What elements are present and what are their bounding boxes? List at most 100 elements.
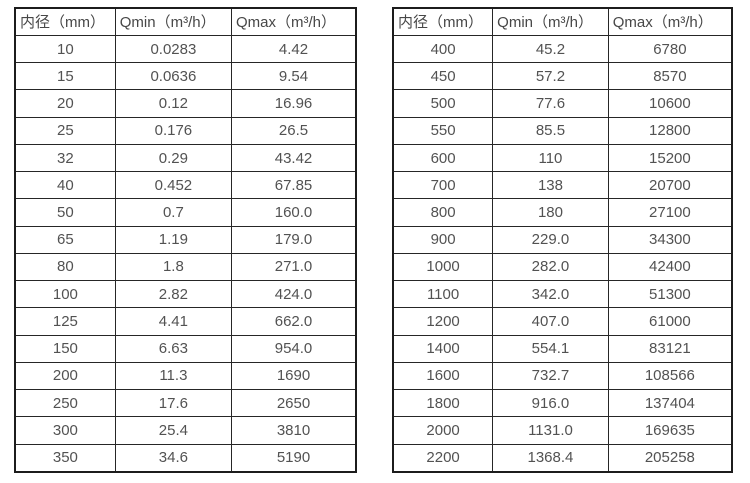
cell-diameter: 2000 [392,416,494,445]
cell-qmax: 9.54 [231,62,357,91]
cell-qmax: 6780 [607,34,733,64]
table-row: 2200 1368.4 205258 [392,443,733,473]
cell-diameter: 125 [14,307,116,336]
table-row: 550 85.5 12800 [392,116,733,145]
cell-diameter: 1000 [392,252,494,282]
table-row: 125 4.41 662.0 [14,307,357,336]
cell-qmin: 180 [492,198,609,227]
cell-qmax: 1690 [231,361,357,391]
cell-diameter: 900 [392,225,494,254]
cell-qmax: 108566 [607,361,733,391]
column-header-diameter: 内径（mm） [392,7,494,36]
cell-diameter: 700 [392,171,494,200]
cell-diameter: 1100 [392,280,494,309]
cell-qmax: 160.0 [231,198,357,227]
table-row: 80 1.8 271.0 [14,252,357,282]
table-row: 800 180 27100 [392,198,733,227]
flow-spec-table-right: 内径（mm） Qmin（m³/h） Qmax（m³/h） 400 45.2 6780… [392,7,733,473]
table-row: 10 0.0283 4.42 [14,34,357,64]
flow-spec-table-left: 内径（mm） Qmin（m³/h） Qmax（m³/h） 10 0.0283 4.4… [14,7,357,473]
cell-diameter: 50 [14,198,116,227]
table-row: 500 77.6 10600 [392,89,733,118]
cell-diameter: 200 [14,361,116,391]
cell-qmin: 0.0636 [114,62,233,91]
cell-qmin: 1.8 [114,252,233,282]
cell-qmin: 229.0 [492,225,609,254]
cell-qmin: 85.5 [492,116,609,145]
cell-diameter: 150 [14,334,116,363]
cell-qmin: 407.0 [492,307,609,336]
cell-diameter: 1400 [392,334,494,363]
table-body-left: 10 0.0283 4.42 15 0.0636 9.54 20 0.12 16.96 25 0.1… [14,34,357,473]
table-body-right: 400 45.2 6780 450 57.2 8570 500 77.6 10600 550 85.… [392,34,733,473]
cell-qmin: 138 [492,171,609,200]
cell-diameter: 65 [14,225,116,254]
cell-qmax: 10600 [607,89,733,118]
cell-diameter: 1600 [392,361,494,391]
cell-qmin: 0.176 [114,116,233,145]
cell-diameter: 32 [14,143,116,173]
cell-diameter: 20 [14,89,116,118]
table-row: 450 57.2 8570 [392,62,733,91]
cell-diameter: 100 [14,280,116,309]
table-row: 300 25.4 3810 [14,416,357,445]
cell-diameter: 400 [392,34,494,64]
cell-qmin: 45.2 [492,34,609,64]
table-row: 1100 342.0 51300 [392,280,733,309]
table-row: 1000 282.0 42400 [392,252,733,282]
cell-qmax: 662.0 [231,307,357,336]
cell-diameter: 1200 [392,307,494,336]
cell-diameter: 800 [392,198,494,227]
cell-diameter: 550 [392,116,494,145]
cell-qmin: 77.6 [492,89,609,118]
cell-qmax: 67.85 [231,171,357,200]
cell-qmin: 916.0 [492,389,609,418]
cell-qmax: 424.0 [231,280,357,309]
cell-qmin: 4.41 [114,307,233,336]
table-row: 350 34.6 5190 [14,443,357,473]
cell-diameter: 300 [14,416,116,445]
table-row: 1800 916.0 137404 [392,389,733,418]
cell-qmin: 0.12 [114,89,233,118]
table-row: 2000 1131.0 169635 [392,416,733,445]
cell-qmax: 5190 [231,443,357,473]
cell-qmin: 1368.4 [492,443,609,473]
table-row: 15 0.0636 9.54 [14,62,357,91]
cell-qmax: 51300 [607,280,733,309]
cell-qmax: 4.42 [231,34,357,64]
cell-qmax: 27100 [607,198,733,227]
cell-diameter: 15 [14,62,116,91]
column-header-qmax: Qmax（m³/h） [607,7,733,36]
cell-qmin: 554.1 [492,334,609,363]
table-row: 150 6.63 954.0 [14,334,357,363]
cell-qmin: 732.7 [492,361,609,391]
cell-qmax: 43.42 [231,143,357,173]
cell-qmax: 169635 [607,416,733,445]
table-row: 65 1.19 179.0 [14,225,357,254]
cell-qmax: 12800 [607,116,733,145]
cell-qmax: 61000 [607,307,733,336]
cell-diameter: 500 [392,89,494,118]
cell-qmin: 0.29 [114,143,233,173]
table-row: 900 229.0 34300 [392,225,733,254]
table-row: 1400 554.1 83121 [392,334,733,363]
column-header-qmin: Qmin（m³/h） [492,7,609,36]
cell-qmax: 20700 [607,171,733,200]
cell-qmax: 179.0 [231,225,357,254]
cell-diameter: 2200 [392,443,494,473]
cell-qmin: 25.4 [114,416,233,445]
cell-qmax: 2650 [231,389,357,418]
cell-qmax: 137404 [607,389,733,418]
table-row: 100 2.82 424.0 [14,280,357,309]
table-row: 200 11.3 1690 [14,361,357,391]
table-row: 50 0.7 160.0 [14,198,357,227]
cell-qmin: 0.7 [114,198,233,227]
cell-qmax: 205258 [607,443,733,473]
table-row: 250 17.6 2650 [14,389,357,418]
cell-diameter: 40 [14,171,116,200]
cell-qmax: 83121 [607,334,733,363]
cell-diameter: 25 [14,116,116,145]
column-header-qmax: Qmax（m³/h） [231,7,357,36]
cell-qmax: 42400 [607,252,733,282]
